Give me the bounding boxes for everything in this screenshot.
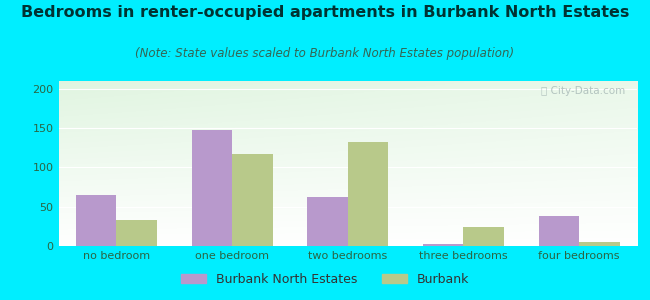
- Bar: [423, 244, 463, 246]
- Bar: [348, 142, 388, 246]
- Bar: [116, 220, 157, 246]
- Bar: [232, 154, 272, 246]
- Legend: Burbank North Estates, Burbank: Burbank North Estates, Burbank: [176, 268, 474, 291]
- Text: Ⓢ City-Data.com: Ⓢ City-Data.com: [541, 86, 625, 96]
- Bar: [579, 242, 619, 246]
- Text: (Note: State values scaled to Burbank North Estates population): (Note: State values scaled to Burbank No…: [135, 46, 515, 59]
- Bar: [307, 196, 348, 246]
- Text: Bedrooms in renter-occupied apartments in Burbank North Estates: Bedrooms in renter-occupied apartments i…: [21, 4, 629, 20]
- Bar: [192, 130, 232, 246]
- Bar: [463, 227, 504, 246]
- Bar: [76, 195, 116, 246]
- Bar: [539, 216, 579, 246]
